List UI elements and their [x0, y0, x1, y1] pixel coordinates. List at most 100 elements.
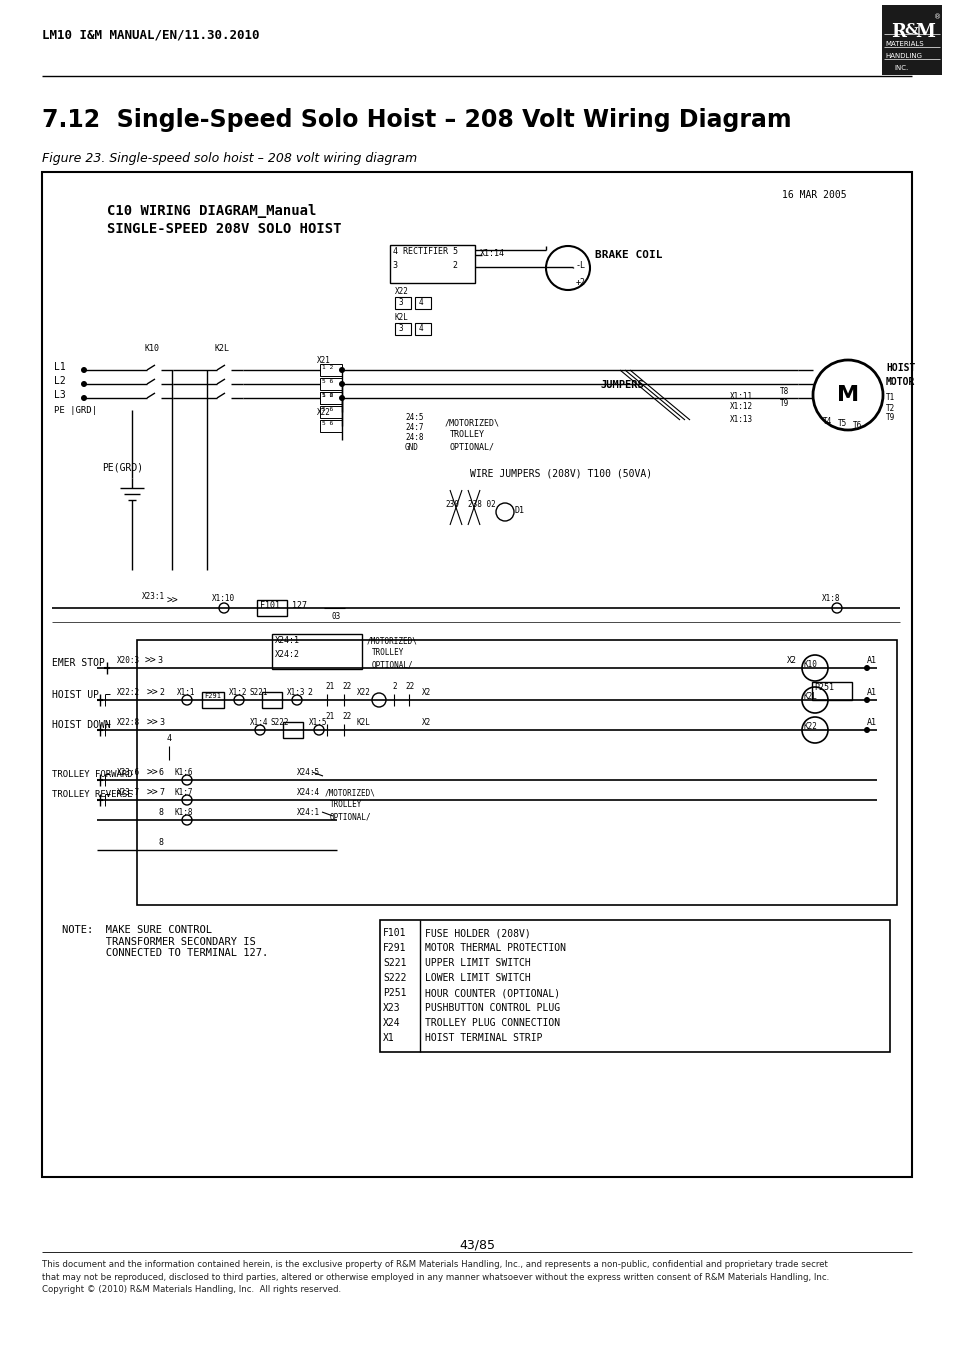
Bar — [256, 600, 287, 616]
Text: LM10 I&M MANUAL/EN/11.30.2010: LM10 I&M MANUAL/EN/11.30.2010 — [42, 28, 259, 41]
Text: X2: X2 — [786, 657, 796, 665]
Text: X1:13: X1:13 — [729, 415, 752, 424]
Circle shape — [81, 394, 87, 401]
Text: X22:2: X22:2 — [117, 688, 140, 697]
Text: OPTIONAL/: OPTIONAL/ — [450, 442, 495, 451]
Text: 16 MAR 2005: 16 MAR 2005 — [781, 190, 845, 200]
Text: F101: F101 — [382, 928, 406, 938]
Bar — [319, 392, 341, 404]
Text: T8: T8 — [780, 386, 788, 396]
Text: INC.: INC. — [893, 65, 907, 72]
Text: X24:1: X24:1 — [274, 636, 299, 644]
Circle shape — [81, 367, 87, 373]
Circle shape — [338, 367, 345, 373]
Text: K2L: K2L — [214, 345, 230, 353]
Text: T1: T1 — [885, 393, 894, 403]
Text: X22:8: X22:8 — [117, 717, 140, 727]
Text: 4: 4 — [418, 324, 423, 332]
Text: TROLLEY: TROLLEY — [372, 648, 404, 657]
Text: 5 6: 5 6 — [322, 380, 333, 384]
Bar — [42, 172, 911, 1177]
Text: HOIST DOWN: HOIST DOWN — [52, 720, 111, 730]
Text: X22: X22 — [356, 688, 371, 697]
Text: X2: X2 — [421, 717, 431, 727]
Circle shape — [863, 697, 869, 703]
Text: S222: S222 — [271, 717, 289, 727]
Text: LOWER LIMIT SWITCH: LOWER LIMIT SWITCH — [424, 973, 530, 984]
Text: 127: 127 — [292, 601, 307, 611]
Circle shape — [338, 394, 345, 401]
Text: 7: 7 — [159, 788, 164, 797]
Text: X24:5: X24:5 — [296, 767, 320, 777]
Text: 22: 22 — [341, 712, 351, 721]
Text: 21: 21 — [325, 682, 334, 690]
Text: X21: X21 — [316, 357, 331, 365]
Text: 3: 3 — [159, 717, 164, 727]
Text: >>: >> — [147, 767, 158, 778]
Text: HOIST UP: HOIST UP — [52, 690, 99, 700]
Text: HOIST TERMINAL STRIP: HOIST TERMINAL STRIP — [424, 1034, 542, 1043]
Text: UPPER LIMIT SWITCH: UPPER LIMIT SWITCH — [424, 958, 530, 969]
Bar — [272, 634, 361, 669]
Text: 2: 2 — [159, 688, 164, 697]
Text: K10: K10 — [145, 345, 160, 353]
Text: >>: >> — [147, 688, 158, 698]
Bar — [415, 323, 431, 335]
Text: TROLLEY: TROLLEY — [450, 430, 484, 439]
Text: X1:5: X1:5 — [309, 717, 327, 727]
Text: 5 6: 5 6 — [322, 393, 333, 399]
Text: P251: P251 — [382, 988, 406, 998]
Text: &: & — [903, 23, 917, 36]
Text: 4: 4 — [418, 299, 423, 307]
Text: X1:12: X1:12 — [729, 403, 752, 411]
Text: X24: X24 — [382, 1019, 400, 1028]
Text: PUSHBUTTON CONTROL PLUG: PUSHBUTTON CONTROL PLUG — [424, 1002, 559, 1013]
Text: EMER STOP: EMER STOP — [52, 658, 105, 667]
Text: X2: X2 — [421, 688, 431, 697]
Bar — [395, 297, 411, 309]
Text: T6: T6 — [852, 422, 862, 430]
Text: X23:6: X23:6 — [117, 767, 140, 777]
Text: This document and the information contained herein, is the exclusive property of: This document and the information contai… — [42, 1260, 828, 1294]
Text: /MOTORIZED\: /MOTORIZED\ — [325, 788, 375, 797]
Text: 7.12  Single-Speed Solo Hoist – 208 Volt Wiring Diagram: 7.12 Single-Speed Solo Hoist – 208 Volt … — [42, 108, 791, 132]
Text: K2L: K2L — [802, 692, 816, 701]
Text: X22: X22 — [395, 286, 409, 296]
Text: X20:3: X20:3 — [117, 657, 140, 665]
Text: /MOTORIZED\: /MOTORIZED\ — [444, 417, 499, 427]
Text: K2L: K2L — [395, 313, 409, 322]
Text: T2: T2 — [885, 404, 894, 413]
Text: M: M — [914, 23, 934, 41]
Text: X24:1: X24:1 — [296, 808, 320, 817]
Text: T9: T9 — [780, 399, 788, 408]
Bar — [379, 920, 889, 1052]
Circle shape — [863, 727, 869, 734]
Bar — [319, 378, 341, 390]
Text: T5: T5 — [837, 419, 846, 428]
Bar — [202, 692, 224, 708]
Text: 22: 22 — [405, 682, 414, 690]
Circle shape — [863, 665, 869, 671]
Bar — [319, 363, 341, 376]
Text: X22: X22 — [316, 408, 331, 417]
Text: X1:2: X1:2 — [229, 688, 247, 697]
Text: X1:4: X1:4 — [250, 717, 268, 727]
Text: L2: L2 — [54, 376, 66, 386]
Text: X1:11: X1:11 — [729, 392, 752, 401]
Text: 21: 21 — [325, 712, 334, 721]
Bar — [882, 5, 941, 76]
Text: A1: A1 — [866, 717, 876, 727]
Text: 3: 3 — [157, 657, 162, 665]
Text: X23: X23 — [382, 1002, 400, 1013]
Text: S222: S222 — [382, 973, 406, 984]
Text: +2: +2 — [576, 278, 585, 286]
Text: S221: S221 — [250, 688, 268, 697]
Text: 238 02: 238 02 — [468, 500, 496, 509]
Bar — [262, 692, 282, 708]
Text: >>: >> — [167, 596, 178, 607]
Text: 8: 8 — [159, 838, 164, 847]
Bar — [415, 297, 431, 309]
Text: R: R — [890, 23, 905, 41]
Text: 1 2: 1 2 — [322, 365, 333, 370]
Text: L3: L3 — [54, 390, 66, 400]
